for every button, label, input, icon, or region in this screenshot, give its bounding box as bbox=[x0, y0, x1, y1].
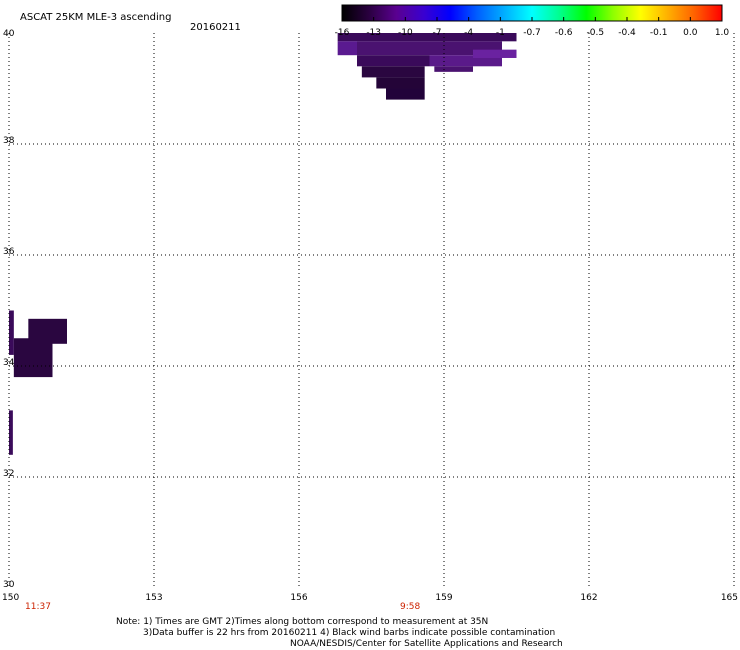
data-cell bbox=[9, 410, 13, 455]
y-tick-label: 36 bbox=[3, 247, 15, 257]
y-tick-label: 30 bbox=[3, 580, 15, 590]
x-tick-label: 153 bbox=[145, 593, 162, 603]
colorbar-label: 0.0 bbox=[683, 28, 698, 38]
pass-time-label: 9:58 bbox=[400, 602, 420, 612]
data-cell bbox=[337, 41, 357, 56]
y-tick-label: 32 bbox=[3, 469, 14, 479]
grid bbox=[8, 33, 735, 588]
colorbar-label: -0.1 bbox=[650, 28, 668, 38]
x-tick-label: 159 bbox=[435, 593, 452, 603]
colorbar-label: -1 bbox=[496, 28, 505, 38]
data-cell bbox=[429, 55, 502, 67]
data-cell bbox=[357, 55, 430, 67]
y-tick-label: 34 bbox=[3, 358, 15, 368]
x-tick-label: 156 bbox=[290, 593, 307, 603]
pass-time-label: 11:37 bbox=[25, 602, 51, 612]
data-cell bbox=[357, 41, 502, 56]
data-cells bbox=[9, 33, 517, 455]
chart-date: 20160211 bbox=[190, 22, 241, 33]
colorbar-label: -4 bbox=[464, 28, 473, 38]
colorbar-label: -0.7 bbox=[523, 28, 541, 38]
data-cell bbox=[9, 310, 14, 355]
x-tick-label: 162 bbox=[580, 593, 597, 603]
note-line-2: 3)Data buffer is 22 hrs from 20160211 4)… bbox=[143, 628, 556, 638]
colorbar-label: -10 bbox=[398, 28, 413, 38]
colorbar-label: -0.4 bbox=[618, 28, 636, 38]
colorbar-label: -0.6 bbox=[555, 28, 573, 38]
data-cell bbox=[361, 66, 425, 78]
y-tick-label: 38 bbox=[3, 136, 15, 146]
colorbar-label: -16 bbox=[335, 28, 350, 38]
data-cell bbox=[376, 77, 425, 89]
note-line-1: Note: 1) Times are GMT 2)Times along bot… bbox=[116, 617, 489, 627]
data-cell bbox=[434, 66, 473, 72]
x-tick-label: 165 bbox=[721, 593, 738, 603]
data-cell bbox=[13, 338, 53, 378]
chart-title: ASCAT 25KM MLE-3 ascending bbox=[20, 12, 171, 23]
colorbar-label: -7 bbox=[433, 28, 442, 38]
y-tick-label: 40 bbox=[3, 29, 15, 39]
note-line-3: NOAA/NESDIS/Center for Satellite Applica… bbox=[290, 639, 563, 649]
x-tick-label: 150 bbox=[2, 593, 19, 603]
colorbar-label: -0.5 bbox=[587, 28, 605, 38]
colorbar-label: 1.0 bbox=[715, 28, 730, 38]
data-cell bbox=[473, 49, 517, 58]
data-cell bbox=[337, 33, 517, 42]
colorbar-label: -13 bbox=[366, 28, 381, 38]
data-cell bbox=[386, 88, 425, 100]
